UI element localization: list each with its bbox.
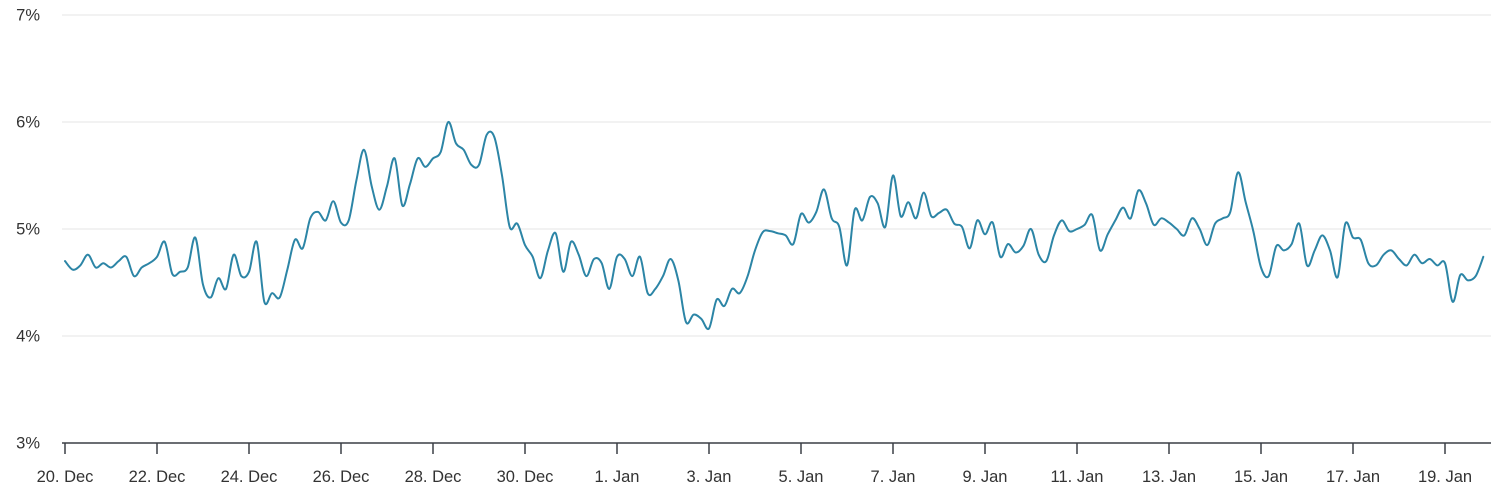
x-axis-label: 24. Dec — [221, 468, 278, 486]
x-axis-label: 15. Jan — [1234, 468, 1288, 486]
y-axis-label: 5% — [16, 221, 40, 239]
x-axis-label: 9. Jan — [963, 468, 1008, 486]
x-axis-label: 22. Dec — [129, 468, 186, 486]
x-axis-label: 26. Dec — [313, 468, 370, 486]
x-axis-label: 20. Dec — [37, 468, 94, 486]
x-axis-label: 30. Dec — [497, 468, 554, 486]
x-axis-label: 19. Jan — [1418, 468, 1472, 486]
y-axis-label: 7% — [16, 7, 40, 25]
x-axis-label: 3. Jan — [687, 468, 732, 486]
x-axis-label: 17. Jan — [1326, 468, 1380, 486]
y-axis-label: 3% — [16, 435, 40, 453]
series-line-percent-rate[interactable] — [64, 120, 1485, 331]
x-axis-label: 5. Jan — [779, 468, 824, 486]
y-axis-label: 6% — [16, 114, 40, 132]
x-axis-label: 28. Dec — [405, 468, 462, 486]
x-axis-label: 13. Jan — [1142, 468, 1196, 486]
x-axis-label: 11. Jan — [1051, 468, 1104, 486]
y-axis-label: 4% — [16, 328, 40, 346]
x-axis-label: 1. Jan — [595, 468, 640, 486]
x-axis-label: 7. Jan — [871, 468, 916, 486]
